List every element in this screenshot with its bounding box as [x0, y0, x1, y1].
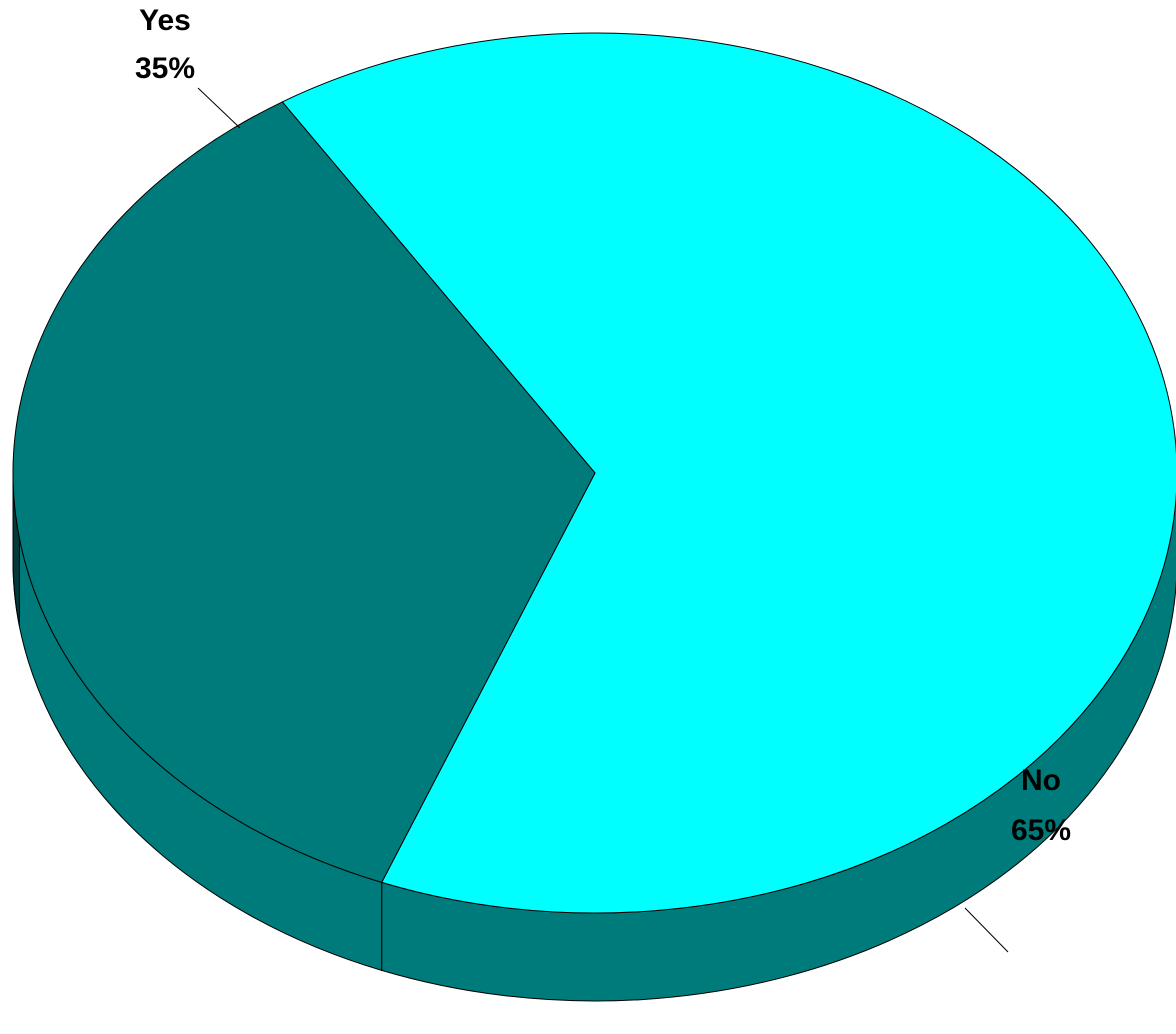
slice-label-yes-name: Yes [139, 4, 191, 37]
slice-label-no-name: No [1021, 764, 1061, 797]
pie-top-faces [12, 32, 1176, 914]
leader-line-no [964, 907, 1009, 953]
slice-label-no-value: 65% [1011, 814, 1071, 847]
slice-label-yes-value: 35% [135, 52, 195, 85]
pie-slice-no [281, 32, 1176, 914]
pie-labels: Yes 35% No 65% [135, 4, 1071, 953]
pie-slice-yes [12, 101, 596, 883]
leader-line-yes [197, 87, 241, 129]
pie-side-walls [12, 472, 1176, 1002]
